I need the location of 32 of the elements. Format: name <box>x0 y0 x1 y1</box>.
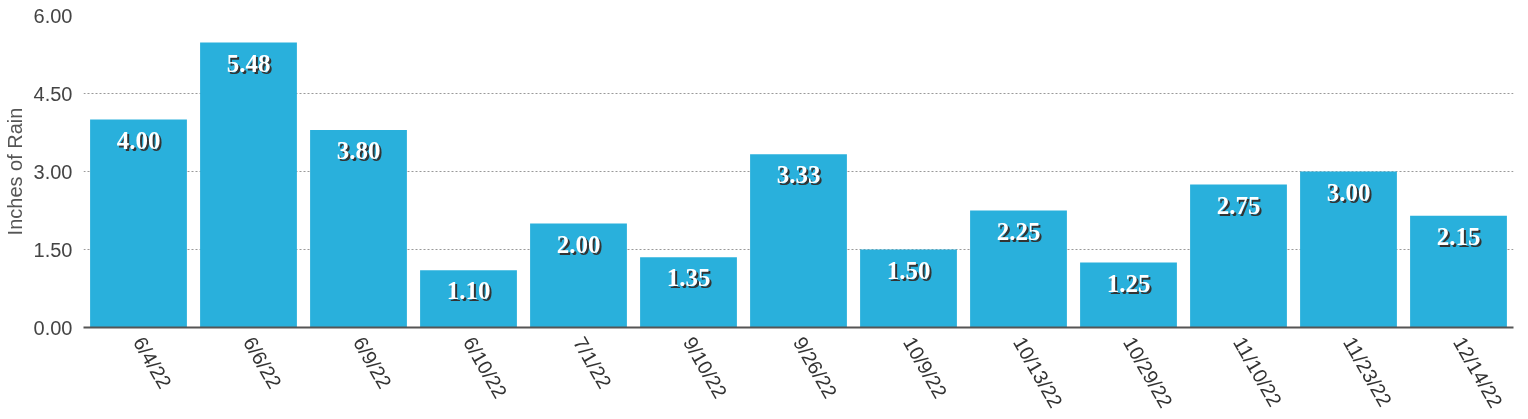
y-tick-label: 0.00 <box>33 316 73 339</box>
data-label: 2.75 <box>1216 191 1261 219</box>
bar <box>860 249 957 328</box>
y-tick-label: 6.00 <box>33 4 73 27</box>
data-label: 1.35 <box>666 264 711 292</box>
data-label: 3.80 <box>336 136 381 164</box>
data-label: 5.48 <box>226 49 271 77</box>
data-label: 1.10 <box>446 277 491 305</box>
y-tick-label: 3.00 <box>33 160 73 183</box>
bar <box>1300 171 1397 328</box>
data-label: 1.25 <box>1106 269 1151 297</box>
data-label: 3.00 <box>1326 178 1371 206</box>
data-label: 2.25 <box>996 217 1041 245</box>
y-axis-title: Inches of Rain <box>3 107 26 236</box>
data-label: 1.50 <box>886 256 931 284</box>
data-label: 2.00 <box>556 230 601 258</box>
data-label: 2.15 <box>1436 222 1481 250</box>
bar <box>1080 262 1177 328</box>
bar <box>530 223 627 328</box>
bar <box>750 154 847 328</box>
bar <box>640 257 737 328</box>
bar <box>90 119 187 328</box>
bar <box>1410 215 1507 328</box>
bar <box>310 129 407 328</box>
bar <box>970 210 1067 328</box>
y-tick-label: 4.50 <box>33 82 73 105</box>
bar <box>200 42 297 328</box>
y-tick-label: 1.50 <box>33 238 73 261</box>
bar <box>1190 184 1287 328</box>
bar <box>420 270 517 328</box>
data-label: 4.00 <box>116 126 161 154</box>
data-label: 3.33 <box>776 161 821 189</box>
